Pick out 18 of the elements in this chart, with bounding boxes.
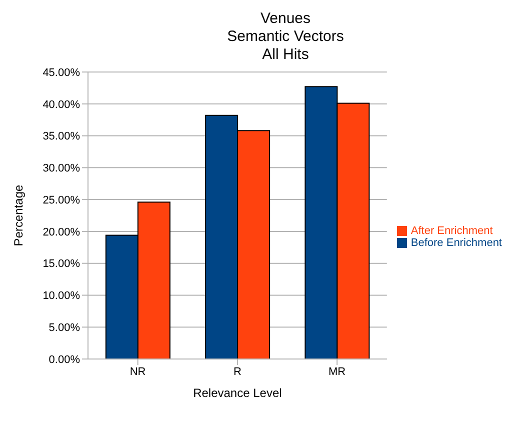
y-tick-label: 5.00% xyxy=(48,322,80,334)
y-tick-label: 45.00% xyxy=(42,66,80,79)
legend-label: After Enrichment xyxy=(410,224,493,236)
x-axis-title: Relevance Level xyxy=(193,386,282,400)
chart-title: Venues Semantic Vectors All Hits xyxy=(226,10,345,64)
y-tick-label: 25.00% xyxy=(42,194,80,206)
y-tick-label: 15.00% xyxy=(42,258,80,270)
x-tick-label: MR xyxy=(328,366,346,378)
y-tick-label: 30.00% xyxy=(42,162,80,175)
x-tick-label: NR xyxy=(130,366,146,378)
y-tick-label: 20.00% xyxy=(42,226,80,238)
y-tick-label: 0.00% xyxy=(48,354,80,366)
x-tick-label: R xyxy=(233,366,242,378)
y-axis-title: Percentage xyxy=(11,184,26,246)
legend-label: Before Enrichment xyxy=(410,236,502,248)
y-tick-label: 40.00% xyxy=(42,98,80,111)
y-tick-label: 10.00% xyxy=(42,290,80,302)
y-tick-label: 35.00% xyxy=(42,130,80,143)
